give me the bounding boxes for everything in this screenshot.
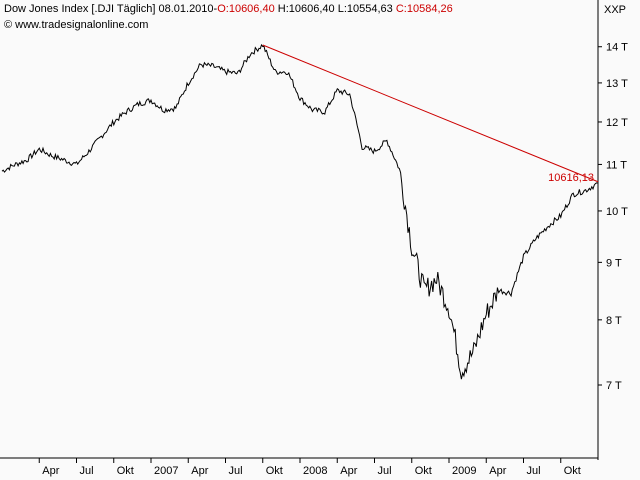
scale-label: XXP: [604, 4, 627, 16]
x-tick-label: Jul: [527, 465, 541, 477]
y-tick-label: 13 T: [606, 78, 628, 90]
x-tick-label: 2008: [303, 465, 327, 477]
x-tick-label: 2007: [154, 465, 178, 477]
x-tick-label: Apr: [340, 465, 357, 477]
series-group: [1, 43, 599, 380]
quote-date: 08.01.2010: [158, 3, 214, 16]
y-tick-label: 7 T: [606, 380, 622, 392]
trendline[interactable]: [262, 44, 599, 183]
website-line: © www.tradesignalonline.com: [4, 19, 148, 31]
open-value: O:10606,40: [217, 3, 275, 16]
chart-header: Dow Jones Index [.DJI Täglich] 08.01.201…: [0, 0, 598, 36]
x-tick-label: Apr: [489, 465, 506, 477]
x-tick-label: Jul: [80, 465, 94, 477]
y-tick-label: 14 T: [606, 42, 628, 54]
website-link[interactable]: www.tradesignalonline.com: [15, 19, 149, 32]
header-ohlc-line: Dow Jones Index [.DJI Täglich] 08.01.201…: [4, 3, 453, 15]
x-tick-label: Jul: [229, 465, 243, 477]
y-tick-label: 8 T: [606, 315, 622, 327]
instrument-title: Dow Jones Index [.DJI Täglich]: [4, 3, 156, 16]
ohlc-separator: -: [213, 3, 218, 16]
x-tick-label: Jul: [378, 465, 392, 477]
x-tick-label: Apr: [42, 465, 59, 477]
x-tick-label: 2009: [452, 465, 476, 477]
annotation-group: 10616,13: [262, 44, 599, 184]
high-value: H:10606,40: [277, 3, 335, 16]
y-tick-label: 11 T: [606, 159, 627, 171]
axes-group: [0, 0, 602, 463]
x-tick-labels: Apr Jul Okt 2007 Apr Jul Okt 2008 Apr Jul Okt 2009 A…: [42, 465, 581, 477]
x-tick-label: Okt: [564, 465, 581, 477]
x-tick-label: Okt: [266, 465, 283, 477]
low-value: L:10554,63: [337, 3, 393, 16]
close-value: C:10584,26: [395, 3, 453, 16]
trendline-value-label: 10616,13: [548, 172, 594, 184]
y-tick-label: 9 T: [606, 257, 622, 269]
y-tick-label: 10 T: [606, 206, 628, 218]
x-tick-label: Apr: [191, 465, 208, 477]
copyright-icon: ©: [4, 19, 13, 32]
y-tick-labels: 7 T 8 T 9 T 10 T 11 T 12 T 13 T 14 T: [606, 42, 628, 392]
x-tick-label: Okt: [117, 465, 134, 477]
price-series-line: [1, 43, 599, 380]
x-tick-label: Okt: [415, 465, 432, 477]
y-tick-label: 12 T: [606, 117, 628, 129]
